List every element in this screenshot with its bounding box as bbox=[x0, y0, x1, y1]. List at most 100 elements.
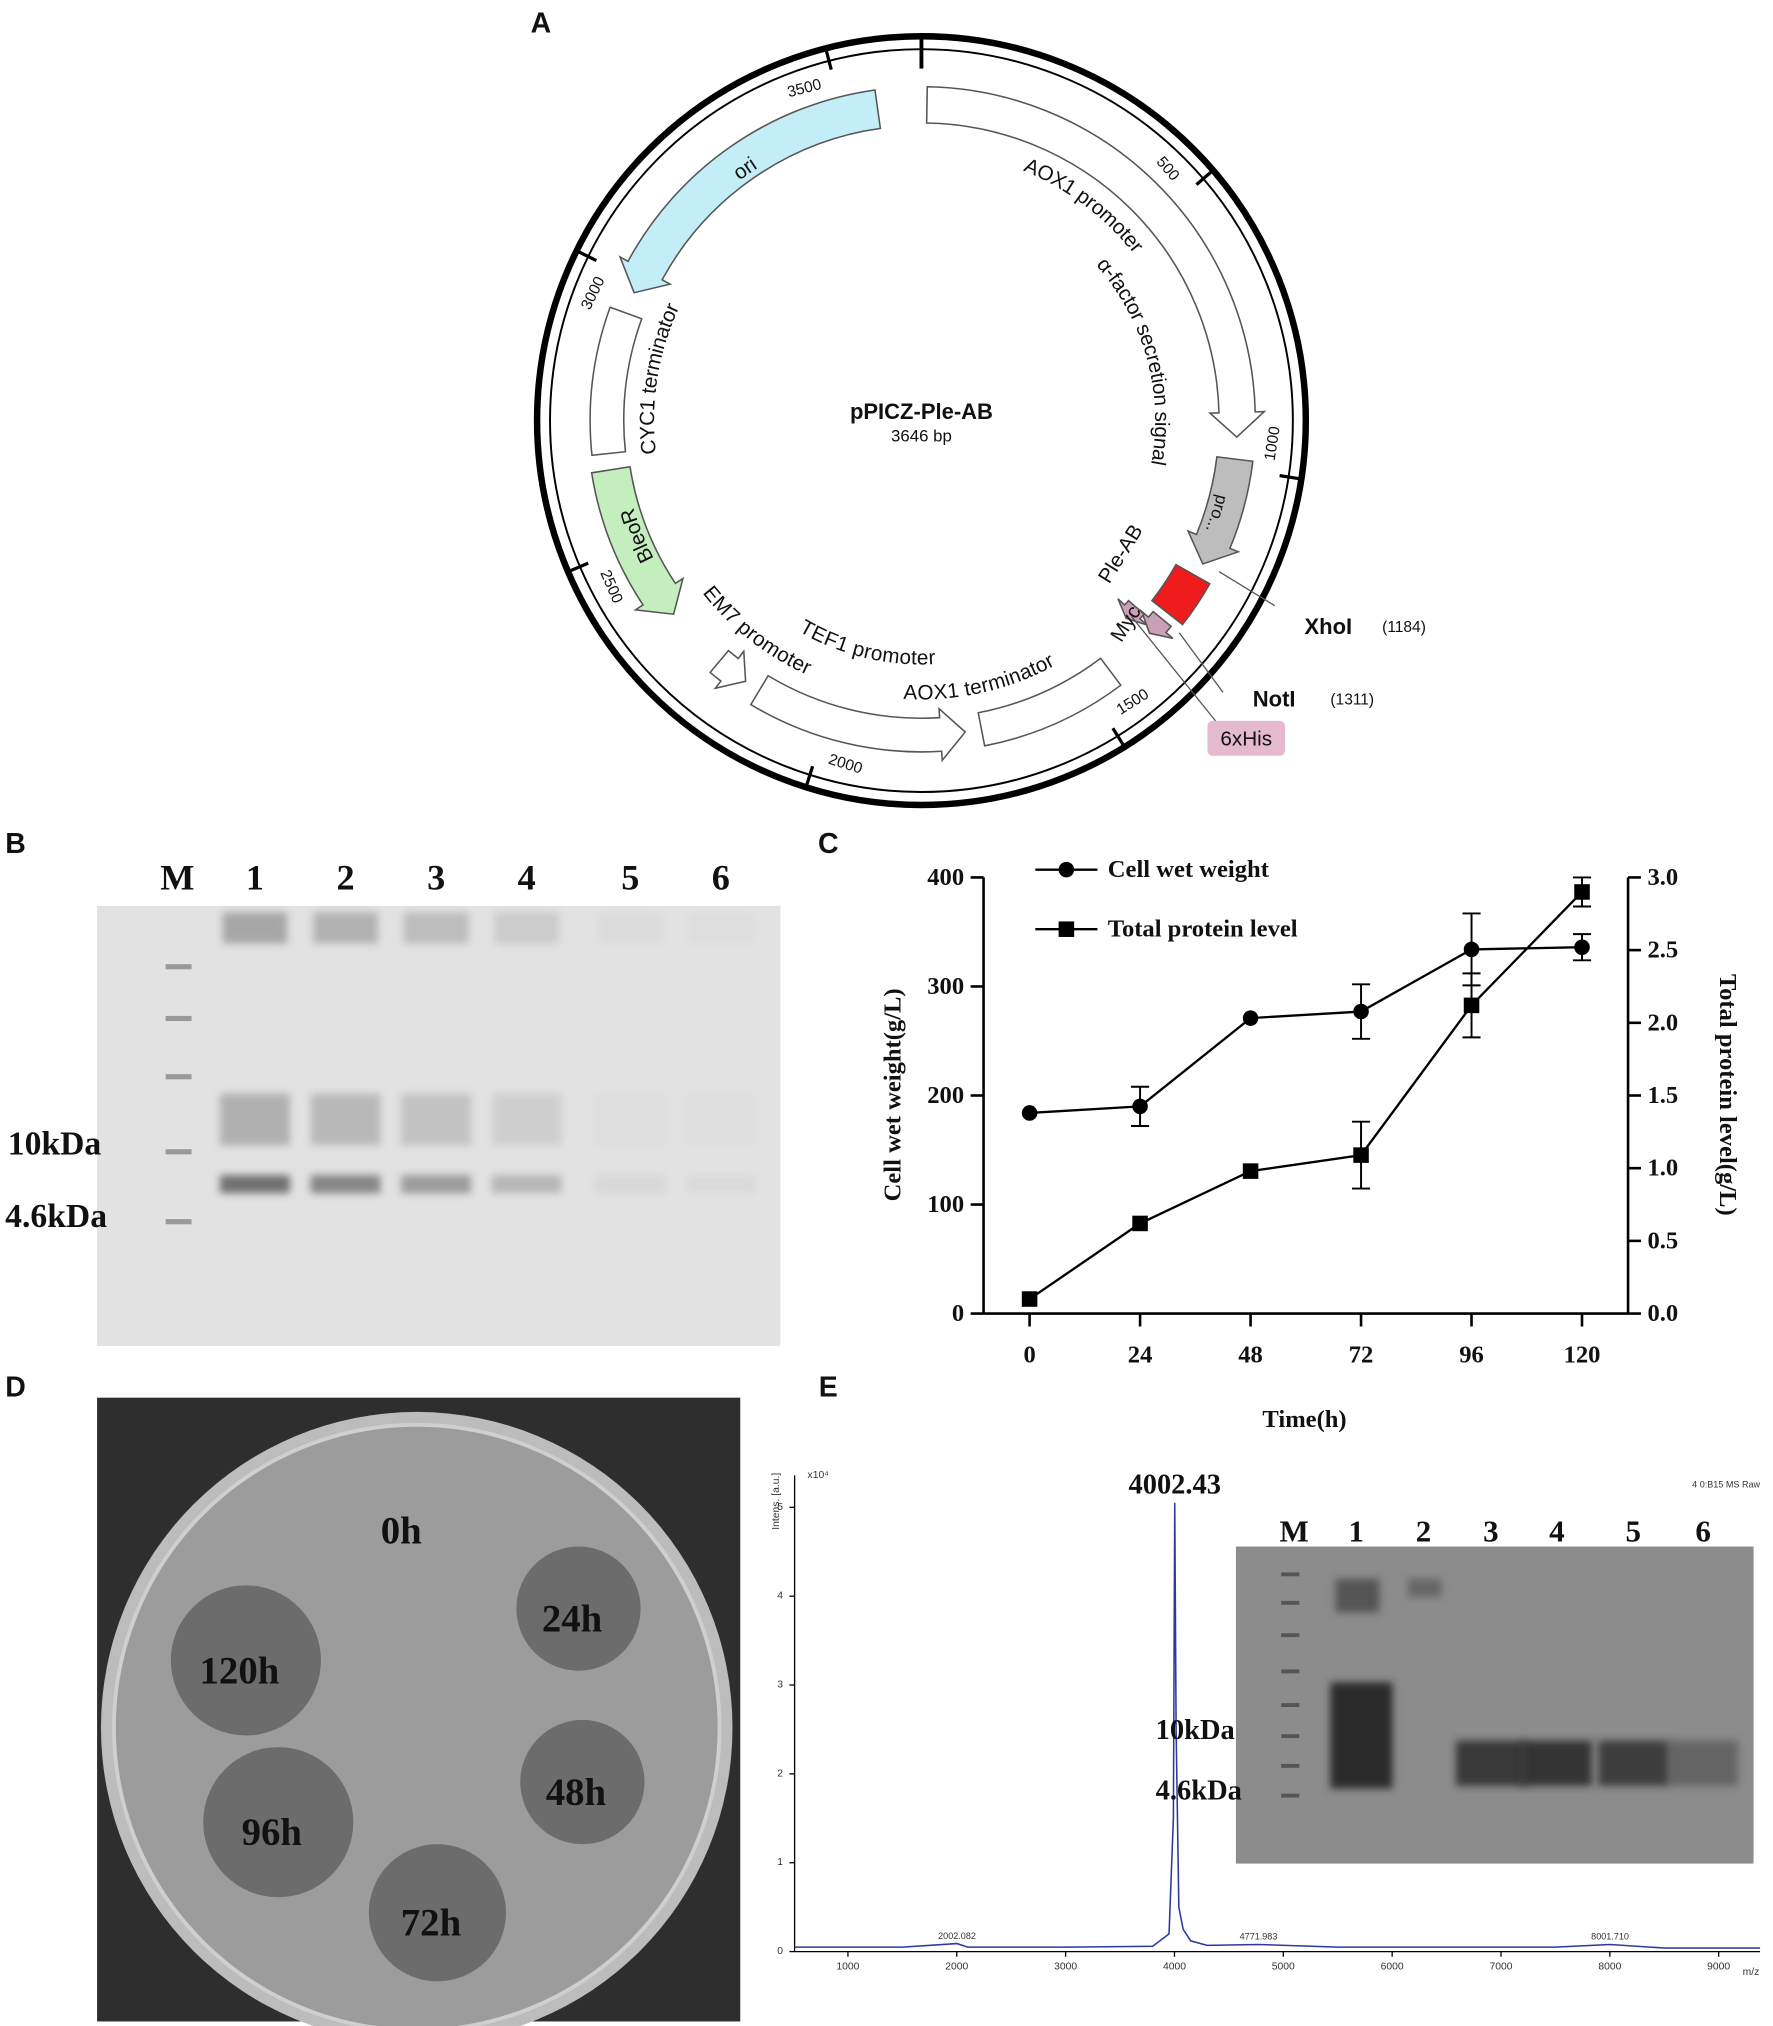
gel-band bbox=[1408, 1578, 1442, 1597]
y-axis-label: Intens. [a.u.] bbox=[771, 1473, 782, 1530]
zone-label: 0h bbox=[381, 1509, 422, 1552]
data-point bbox=[1353, 1003, 1369, 1020]
feature-arrow bbox=[1117, 598, 1148, 626]
site-line bbox=[1178, 632, 1224, 693]
x-tick-label: 5000 bbox=[1272, 1962, 1295, 1973]
gel-band bbox=[401, 1175, 472, 1194]
his-tag-box bbox=[1207, 720, 1286, 756]
gel-band bbox=[494, 912, 560, 944]
y-tick-label: 300 bbox=[927, 973, 964, 1000]
y-unit: x10⁴ bbox=[808, 1470, 829, 1481]
data-point bbox=[1463, 997, 1480, 1014]
marker-label: 4.6kDa bbox=[5, 1198, 107, 1235]
ladder-band bbox=[1281, 1572, 1300, 1577]
data-point bbox=[1242, 1010, 1259, 1026]
lane-label: 3 bbox=[1483, 1513, 1499, 1548]
lane-label: 2 bbox=[336, 857, 354, 897]
gel-band bbox=[310, 1093, 381, 1146]
leader-line bbox=[1131, 616, 1218, 723]
panel-label: D bbox=[5, 1371, 26, 1403]
gel-band bbox=[310, 1175, 381, 1194]
lane-label: 5 bbox=[1625, 1513, 1641, 1548]
ladder-band bbox=[165, 964, 192, 970]
y-tick-label: 1 bbox=[777, 1857, 783, 1868]
gel-inset bbox=[1235, 1546, 1754, 1864]
gel-band bbox=[595, 1175, 666, 1194]
x-tick-label: 7000 bbox=[1490, 1962, 1513, 1973]
x-tick-label: 120 bbox=[1564, 1341, 1601, 1368]
lane-label: 3 bbox=[427, 857, 445, 897]
y-tick-label: 100 bbox=[927, 1191, 964, 1218]
marker-label: 10kDa bbox=[1156, 1715, 1235, 1746]
data-point bbox=[1021, 1291, 1038, 1307]
scale-tick bbox=[568, 561, 589, 573]
x-tick-label: 0 bbox=[1023, 1341, 1035, 1368]
x-tick-label: 8000 bbox=[1598, 1962, 1621, 1973]
inhibition-zone bbox=[520, 1719, 645, 1845]
note: 4 0:B15 MS Raw bbox=[1692, 1479, 1760, 1489]
zone-label: 24h bbox=[542, 1597, 602, 1640]
site-name: XhoI bbox=[1305, 614, 1353, 639]
data-point bbox=[1132, 1098, 1148, 1115]
ladder-band bbox=[165, 1074, 192, 1080]
lane-label: M bbox=[1280, 1513, 1309, 1548]
x-tick-label: 4000 bbox=[1163, 1962, 1186, 1973]
scale-tick bbox=[824, 49, 833, 71]
panel-label: A bbox=[531, 7, 552, 39]
lane-label: 1 bbox=[1349, 1513, 1365, 1548]
ladder-band bbox=[1281, 1600, 1300, 1605]
gel-band bbox=[1521, 1740, 1592, 1786]
peak-label: 2002.082 bbox=[938, 1931, 976, 1941]
plasmid-size: 3646 bp bbox=[891, 427, 952, 446]
plasmid-name: pPICZ-Ple-AB bbox=[850, 399, 993, 424]
gel-band bbox=[1668, 1740, 1739, 1786]
x-tick-label: 9000 bbox=[1707, 1962, 1730, 1973]
peak-label: 8001.710 bbox=[1591, 1932, 1629, 1942]
ladder-band bbox=[1281, 1633, 1300, 1638]
scale-tick bbox=[804, 765, 815, 787]
gel-band bbox=[1330, 1682, 1393, 1789]
marker-label: 4.6kDa bbox=[1156, 1776, 1242, 1807]
y-tick-label: 200 bbox=[927, 1082, 964, 1109]
feature-arrow bbox=[1150, 563, 1211, 626]
feature-arrow bbox=[749, 674, 967, 763]
x-tick-label: 2000 bbox=[945, 1962, 968, 1973]
site-line bbox=[1218, 571, 1276, 607]
data-point bbox=[1242, 1163, 1259, 1179]
lane-label: 2 bbox=[1416, 1513, 1432, 1548]
scale-tick bbox=[577, 249, 598, 262]
zone-label: 96h bbox=[242, 1811, 302, 1854]
site-position: (1184) bbox=[1382, 619, 1426, 636]
y-tick-label: 0.0 bbox=[1647, 1300, 1678, 1327]
lane-label: M bbox=[160, 857, 194, 897]
x-tick-label: 48 bbox=[1238, 1341, 1263, 1368]
ladder-band bbox=[1281, 1793, 1300, 1798]
y-tick-label: 5 bbox=[777, 1502, 783, 1513]
feature-arrow bbox=[977, 657, 1122, 747]
series-line bbox=[1029, 946, 1583, 1115]
y-tick-label: 1.5 bbox=[1647, 1082, 1678, 1109]
panel-label: B bbox=[5, 828, 26, 860]
gel-band bbox=[685, 1175, 756, 1194]
inhibition-zone bbox=[170, 1585, 321, 1736]
x-tick-label: 96 bbox=[1459, 1341, 1484, 1368]
y-tick-label: 1.0 bbox=[1647, 1155, 1678, 1182]
inhibition-zone bbox=[368, 1844, 507, 1982]
y-tick-label: 3.0 bbox=[1647, 864, 1678, 891]
y-tick-label: 4 bbox=[777, 1591, 783, 1602]
peak-label: 4771.983 bbox=[1240, 1932, 1278, 1942]
legend-marker bbox=[1058, 861, 1075, 878]
gel-band bbox=[401, 1093, 472, 1146]
ladder-band bbox=[165, 1149, 192, 1155]
data-point bbox=[1353, 1147, 1369, 1163]
zone-label: 72h bbox=[401, 1902, 461, 1945]
gel-band bbox=[1455, 1740, 1526, 1786]
feature-arrow bbox=[590, 465, 685, 616]
feature-arrow bbox=[709, 649, 747, 690]
ladder-band bbox=[1281, 1734, 1300, 1739]
gel-band bbox=[688, 912, 753, 943]
inhibition-zone bbox=[203, 1747, 354, 1898]
gel-band bbox=[686, 1094, 756, 1146]
lane-label: 1 bbox=[246, 857, 264, 897]
lane-label: 6 bbox=[1695, 1513, 1711, 1548]
